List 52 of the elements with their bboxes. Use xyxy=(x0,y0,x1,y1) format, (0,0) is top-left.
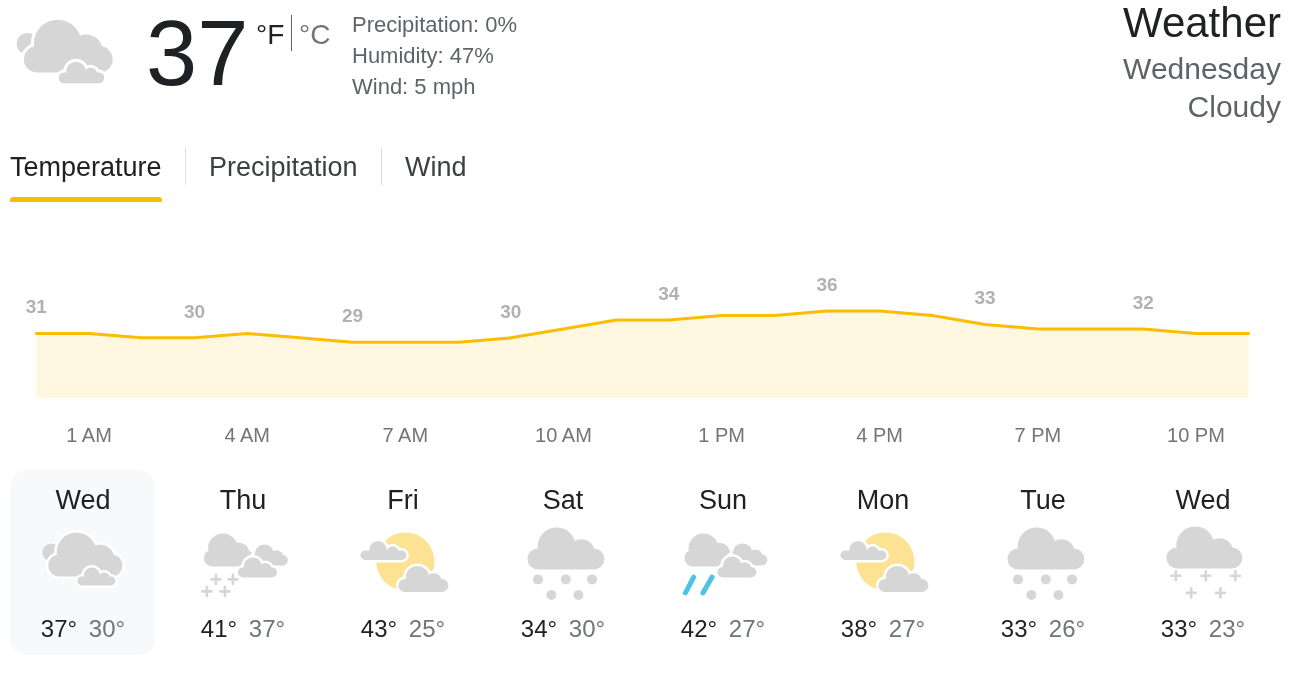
category-label: Mon xyxy=(856,485,910,515)
text: Weather xyxy=(1123,0,1281,46)
category-label: Thu xyxy=(219,485,267,515)
text: °F xyxy=(256,19,285,50)
category-label: Wed xyxy=(55,485,111,515)
text: °C xyxy=(299,19,331,50)
text: 30° xyxy=(568,615,606,642)
x-tick-label: 7 AM xyxy=(382,424,429,446)
category-label: Tue xyxy=(1020,485,1066,515)
data-label: 30 xyxy=(183,300,206,322)
text: 37 xyxy=(146,2,249,104)
text: 26° xyxy=(1048,615,1086,642)
text: 41° xyxy=(200,615,238,642)
text: 23° xyxy=(1208,615,1246,642)
text: 43° xyxy=(360,615,398,642)
data-label: 32 xyxy=(1132,291,1154,313)
text: 38° xyxy=(840,615,878,642)
text: 37° xyxy=(40,615,78,642)
text: Humidity: 47% xyxy=(352,42,494,68)
data-label: 29 xyxy=(342,305,364,327)
text: 34° xyxy=(520,615,558,642)
x-tick-label: 4 AM xyxy=(224,424,270,446)
text: 27° xyxy=(888,615,926,642)
text: Precipitation: 0% xyxy=(352,11,518,37)
text: 27° xyxy=(728,615,766,642)
text: 25° xyxy=(408,615,446,642)
data-label: 36 xyxy=(816,274,838,296)
data-label: 31 xyxy=(25,296,48,318)
text: 33° xyxy=(1160,615,1198,642)
x-tick-label: 4 PM xyxy=(856,424,904,446)
category-label: Wed xyxy=(1175,485,1231,515)
text: Wind xyxy=(405,152,467,182)
x-tick-label: 1 AM xyxy=(66,424,112,446)
text: 30° xyxy=(88,615,126,642)
x-tick-label: 1 PM xyxy=(698,424,745,446)
data-label: 34 xyxy=(658,282,680,304)
text: 42° xyxy=(680,615,718,642)
text: Cloudy xyxy=(1187,90,1281,123)
text: Precipitation xyxy=(209,152,358,182)
data-label: 30 xyxy=(500,300,522,322)
category-label: Sat xyxy=(542,485,584,515)
x-tick-label: 10 AM xyxy=(535,424,592,446)
text: 37° xyxy=(248,615,286,642)
text: Wind: 5 mph xyxy=(352,73,476,99)
x-tick-label: 10 PM xyxy=(1167,424,1225,446)
text: Wednesday xyxy=(1123,52,1281,85)
category-label: Fri xyxy=(387,485,419,515)
data-label: 33 xyxy=(974,287,996,309)
text: Temperature xyxy=(10,152,162,182)
x-tick-label: 7 PM xyxy=(1014,424,1062,446)
category-label: Sun xyxy=(698,485,748,515)
text: 33° xyxy=(1000,615,1038,642)
